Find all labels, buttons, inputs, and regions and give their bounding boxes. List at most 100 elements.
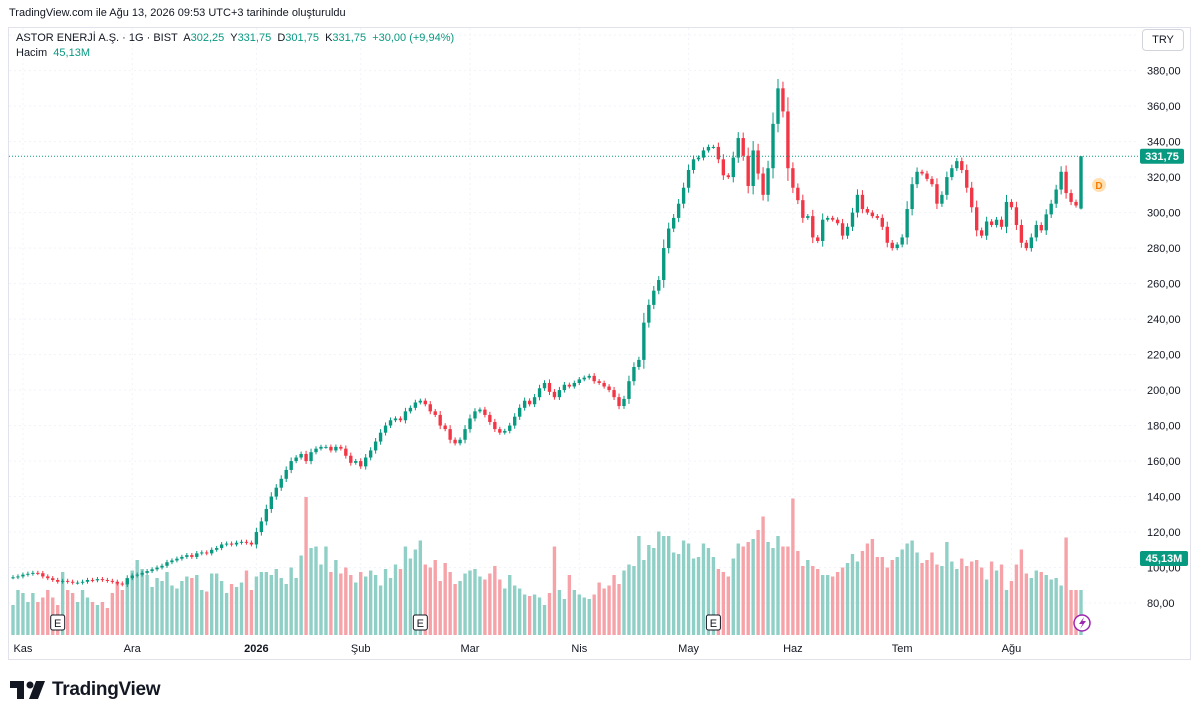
volume-bar — [632, 566, 636, 635]
volume-bar — [1034, 570, 1038, 635]
price-grid — [9, 28, 1137, 635]
volume-bar — [1019, 549, 1024, 635]
volume-bar — [662, 536, 666, 635]
candle — [850, 207, 855, 232]
svg-text:E: E — [54, 618, 61, 630]
candle — [940, 191, 944, 207]
candle — [383, 422, 388, 436]
candle — [984, 216, 989, 240]
earnings-marker[interactable]: E — [50, 614, 66, 631]
candle — [264, 504, 269, 526]
volume-bar — [284, 584, 288, 635]
volume-bar — [597, 582, 601, 635]
earnings-marker[interactable]: E — [705, 614, 721, 631]
tradingview-logo[interactable]: TradingView — [10, 679, 161, 701]
volume-bar — [557, 590, 562, 635]
candle — [11, 575, 15, 580]
volume-bar — [736, 543, 740, 635]
candle — [483, 406, 487, 418]
lightning-icon[interactable] — [1073, 614, 1091, 632]
volume-bar — [681, 540, 686, 635]
volume-bar — [1079, 590, 1083, 635]
candle — [344, 445, 348, 459]
candle — [448, 425, 452, 444]
candle — [1069, 189, 1073, 206]
candle — [513, 413, 517, 429]
volume-bar — [806, 560, 810, 635]
y-tick-label: 180,00 — [1147, 421, 1181, 433]
volume-bar — [130, 570, 134, 635]
candle — [816, 235, 820, 244]
volume-bar — [339, 573, 343, 635]
candle — [572, 380, 577, 389]
x-tick-label: Haz — [783, 643, 803, 655]
volume-bar — [11, 605, 15, 635]
volume-bar — [46, 590, 50, 635]
volume-bar — [190, 578, 194, 635]
volume-bar — [582, 597, 586, 635]
volume-bar — [835, 572, 840, 635]
currency-button[interactable]: TRY — [1142, 29, 1184, 51]
volume-bar — [334, 560, 338, 635]
candle — [965, 164, 969, 193]
volume-bar — [607, 585, 611, 635]
candle — [925, 170, 929, 182]
volume-bar — [1024, 573, 1029, 635]
volume-bar — [994, 570, 999, 635]
volume-bar — [816, 569, 820, 635]
volume-bar — [756, 530, 760, 635]
volume-bar — [562, 599, 567, 635]
candle — [691, 155, 696, 174]
volume-bar — [319, 564, 323, 635]
volume-bar — [80, 590, 85, 635]
candle — [110, 578, 115, 584]
candle — [175, 556, 179, 563]
candle — [681, 182, 686, 209]
y-tick-label: 120,00 — [1147, 527, 1181, 539]
candle — [657, 276, 661, 295]
candle — [781, 81, 785, 118]
candle — [801, 194, 805, 223]
candle — [716, 142, 721, 164]
volume-bar — [423, 564, 427, 635]
candle — [180, 554, 184, 561]
volume-bar — [448, 572, 452, 635]
y-tick-label: 320,00 — [1147, 172, 1181, 184]
candle — [726, 173, 731, 180]
candle — [349, 452, 353, 466]
candle — [319, 444, 323, 451]
volume-bar — [821, 575, 825, 635]
candle — [21, 572, 25, 579]
volume-bar — [36, 602, 40, 635]
candle — [955, 157, 959, 172]
candle — [617, 393, 621, 410]
candle — [786, 97, 790, 181]
candle — [368, 447, 373, 461]
candle — [244, 539, 249, 545]
candle — [195, 550, 199, 560]
candle — [1029, 233, 1034, 252]
candle — [200, 550, 204, 556]
volume-bar — [900, 549, 904, 635]
candle — [289, 457, 293, 474]
volume-bar — [686, 543, 691, 635]
volume-bar — [895, 557, 899, 635]
earnings-marker[interactable]: E — [412, 614, 428, 631]
volume-bar — [955, 569, 959, 635]
volume-bar — [865, 543, 870, 635]
candle — [915, 167, 919, 189]
candle — [150, 567, 154, 574]
volume-bar — [160, 581, 164, 635]
volume-bar — [349, 575, 353, 635]
candle — [945, 171, 949, 200]
volume-bar — [115, 582, 120, 635]
candle — [503, 428, 507, 435]
volume-bar — [135, 560, 139, 635]
y-tick-label: 300,00 — [1147, 208, 1181, 220]
volume-bar — [890, 560, 894, 635]
y-tick-label: 220,00 — [1147, 350, 1181, 362]
dividend-marker[interactable]: D — [1092, 178, 1106, 192]
candle — [413, 399, 418, 411]
candle — [860, 190, 865, 214]
